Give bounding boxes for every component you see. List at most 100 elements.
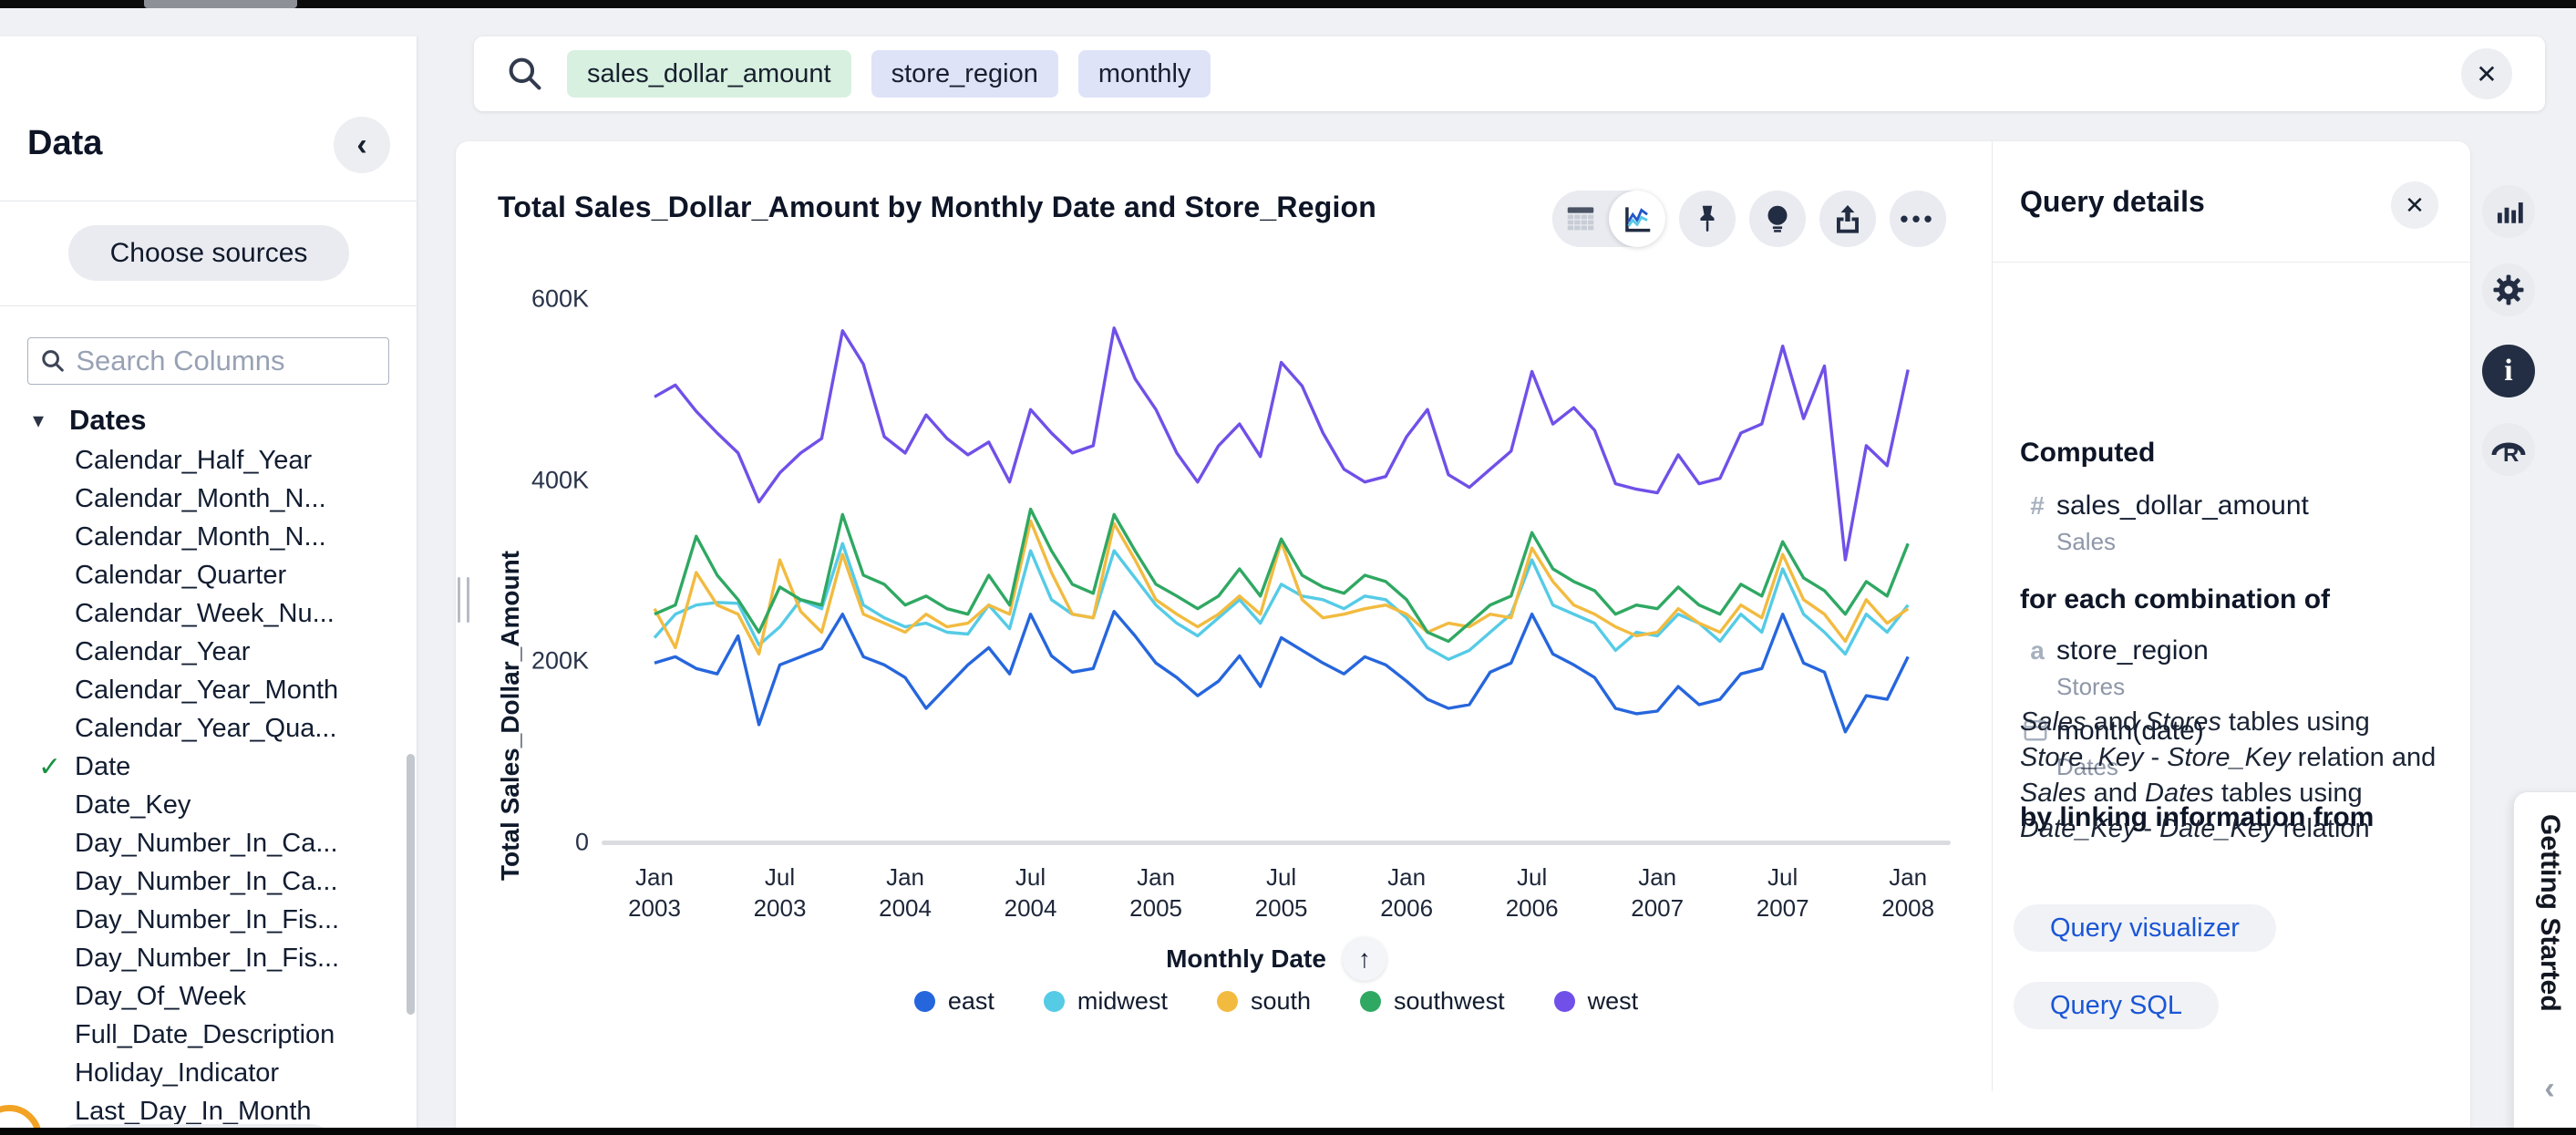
view-toggle xyxy=(1552,191,1665,247)
column-item[interactable]: ✓ Date xyxy=(0,748,408,786)
column-label: Calendar_Year xyxy=(75,637,250,667)
column-item[interactable]: Calendar_Month_N... xyxy=(0,518,408,556)
y-tick-label: 0 xyxy=(507,829,589,857)
data-panel-title: Data xyxy=(27,124,102,163)
tree-group-dates[interactable]: ▾ Dates xyxy=(0,399,408,441)
column-label: Date_Key xyxy=(75,790,191,820)
sort-ascending-button[interactable]: ↑ xyxy=(1343,937,1386,981)
search-tag-row: sales_dollar_amount store_region monthly xyxy=(567,50,1211,98)
column-label: Date xyxy=(75,752,130,782)
column-tree: ▾ Dates Calendar_Half_Year Calendar_Month… xyxy=(0,399,408,1130)
column-item[interactable]: Day_Number_In_Ca... xyxy=(0,824,408,862)
column-item[interactable]: Day_Of_Week xyxy=(0,977,408,1016)
query-visualizer-button[interactable]: Query visualizer xyxy=(2014,904,2276,952)
x-tick-label: Jul2007 xyxy=(1757,862,1809,923)
series-line-east xyxy=(654,612,1908,732)
combination-heading: for each combination of xyxy=(2020,584,2330,615)
browser-tab-notch xyxy=(144,0,297,8)
column-item[interactable]: Calendar_Year xyxy=(0,633,408,671)
legend-item-southwest[interactable]: southwest xyxy=(1360,987,1505,1016)
column-item[interactable]: Calendar_Quarter xyxy=(0,556,408,594)
share-icon xyxy=(1831,202,1864,235)
chart-legend: east midwest south southwest west xyxy=(602,987,1951,1016)
legend-item-west[interactable]: west xyxy=(1554,987,1639,1016)
line-plot xyxy=(602,292,1951,857)
global-search-bar[interactable]: sales_dollar_amount store_region monthly ✕ xyxy=(474,36,2545,111)
bottom-chrome-bar xyxy=(0,1128,2576,1135)
getting-started-tab[interactable]: Getting Started ‹ xyxy=(2513,791,2576,1135)
getting-started-label: Getting Started xyxy=(2534,814,2565,1012)
legend-dot xyxy=(1554,991,1575,1012)
legend-item-midwest[interactable]: midwest xyxy=(1044,987,1168,1016)
x-tick-label: Jul2005 xyxy=(1255,862,1308,923)
check-icon: ✓ xyxy=(38,751,61,783)
search-columns-field[interactable] xyxy=(27,337,389,385)
x-tick-label: Jul2003 xyxy=(754,862,807,923)
chart-title: Total Sales_Dollar_Amount by Monthly Dat… xyxy=(498,191,1376,224)
linking-description: Sales and Stores tables using Store_Key … xyxy=(2020,705,2448,847)
column-item[interactable]: Calendar_Half_Year xyxy=(0,441,408,480)
x-axis-label-row: Monthly Date ↑ xyxy=(602,937,1951,981)
more-options-button[interactable]: ••• xyxy=(1890,191,1946,247)
legend-item-east[interactable]: east xyxy=(914,987,994,1016)
search-tag[interactable]: monthly xyxy=(1078,50,1211,98)
close-search-button[interactable]: ✕ xyxy=(2461,48,2512,99)
search-columns-input[interactable] xyxy=(76,345,377,377)
query-sql-button[interactable]: Query SQL xyxy=(2014,982,2219,1029)
chart-card: Total Sales_Dollar_Amount by Monthly Dat… xyxy=(456,141,2470,1128)
column-item[interactable]: Day_Number_In_Fis... xyxy=(0,901,408,939)
panel-resize-handle[interactable] xyxy=(467,577,469,623)
search-icon xyxy=(505,54,545,94)
panel-resize-handle[interactable] xyxy=(458,577,460,623)
chevron-left-icon[interactable]: ‹ xyxy=(2544,1071,2554,1107)
divider xyxy=(1993,262,2471,263)
series-line-southwest xyxy=(654,510,1908,642)
data-panel: Data ‹ Choose sources ▾ Dates Calendar_H… xyxy=(0,36,417,1128)
choose-sources-button[interactable]: Choose sources xyxy=(68,225,349,281)
column-item[interactable]: Day_Number_In_Ca... xyxy=(0,862,408,901)
legend-dot xyxy=(1360,991,1381,1012)
search-tag[interactable]: store_region xyxy=(871,50,1058,98)
column-item[interactable]: Holiday_Indicator xyxy=(0,1054,408,1092)
sidebar-scrollbar-thumb[interactable] xyxy=(407,754,415,1015)
search-tag[interactable]: sales_dollar_amount xyxy=(567,50,851,98)
series-line-midwest xyxy=(654,543,1908,659)
y-tick-label: 200K xyxy=(507,647,589,676)
x-tick-label: Jan2003 xyxy=(628,862,681,923)
y-tick-label: 400K xyxy=(507,466,589,494)
column-item[interactable]: Calendar_Week_Nu... xyxy=(0,594,408,633)
column-label: Calendar_Week_Nu... xyxy=(75,599,335,629)
x-tick-label: Jan2006 xyxy=(1380,862,1433,923)
column-label: Last_Day_In_Month xyxy=(75,1097,312,1127)
svg-text:R: R xyxy=(2503,442,2519,466)
column-item[interactable]: Date_Key xyxy=(0,786,408,824)
column-item[interactable]: Day_Number_In_Fis... xyxy=(0,939,408,977)
close-query-details-button[interactable]: ✕ xyxy=(2391,181,2438,229)
legend-dot xyxy=(1044,991,1065,1012)
r-language-button[interactable]: R xyxy=(2482,423,2535,476)
column-label: Full_Date_Description xyxy=(75,1020,335,1050)
column-label: Calendar_Month_N... xyxy=(75,484,326,514)
legend-item-south[interactable]: south xyxy=(1217,987,1311,1016)
collapse-panel-button[interactable]: ‹ xyxy=(334,117,390,173)
column-label: Calendar_Half_Year xyxy=(75,446,312,476)
column-item[interactable]: Calendar_Year_Qua... xyxy=(0,709,408,748)
legend-label: east xyxy=(948,987,994,1016)
pin-button[interactable] xyxy=(1679,191,1736,247)
column-item[interactable]: Calendar_Year_Month xyxy=(0,671,408,709)
table-view-button[interactable] xyxy=(1552,191,1609,247)
export-button[interactable] xyxy=(1819,191,1876,247)
computed-field-name[interactable]: sales_dollar_amount xyxy=(2056,490,2309,521)
insights-button[interactable] xyxy=(1749,191,1806,247)
settings-button[interactable] xyxy=(2482,263,2535,316)
element-type-button[interactable] xyxy=(2482,185,2535,238)
column-item[interactable]: Calendar_Month_N... xyxy=(0,480,408,518)
info-button[interactable]: i xyxy=(2482,345,2535,397)
column-item[interactable]: Full_Date_Description xyxy=(0,1016,408,1054)
legend-label: south xyxy=(1251,987,1311,1016)
column-label: Calendar_Month_N... xyxy=(75,522,326,552)
combination-field-name[interactable]: store_region xyxy=(2056,635,2209,666)
info-icon: i xyxy=(2504,354,2512,388)
y-tick-label: 600K xyxy=(507,285,589,314)
chart-view-button[interactable] xyxy=(1609,191,1665,247)
